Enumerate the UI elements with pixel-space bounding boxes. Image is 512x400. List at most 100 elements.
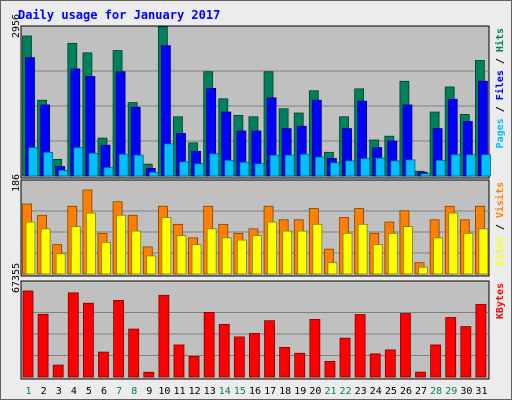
bar-sites-day-18 <box>282 230 293 275</box>
bar-pages-day-25 <box>390 160 401 177</box>
bar-pages-day-24 <box>375 157 386 177</box>
bar-pages-day-6 <box>103 167 114 177</box>
y-max-label: 186 <box>11 174 22 192</box>
bar-kbytes-day-16 <box>249 333 260 378</box>
x-tick-label: 7 <box>116 386 122 397</box>
bar-kbytes-day-10 <box>158 294 170 378</box>
bar-sites-day-13 <box>206 228 217 275</box>
legend-separator: / <box>495 218 506 236</box>
bar-pages-day-31 <box>481 154 491 177</box>
x-tick-label: 31 <box>475 386 487 397</box>
x-tick-label: 10 <box>158 386 170 397</box>
bar-kbytes-day-15 <box>233 336 245 378</box>
bar-sites-day-27 <box>418 266 428 275</box>
bar-kbytes-day-27 <box>415 371 426 378</box>
bar-pages-day-19 <box>299 153 310 177</box>
legend-files: Files <box>494 70 506 100</box>
x-tick-label: 29 <box>445 386 457 397</box>
x-tick-label: 11 <box>173 386 185 397</box>
bar-sites-day-23 <box>357 223 368 275</box>
legend-pages: Pages <box>495 118 506 148</box>
x-tick-label: 24 <box>370 386 382 397</box>
x-tick-label: 18 <box>279 386 291 397</box>
panel-2: 186 Sites / Visits <box>11 174 506 277</box>
bar-kbytes-day-21 <box>324 361 336 378</box>
bar-sites-day-28 <box>433 237 444 275</box>
bar-pages-day-11 <box>179 161 189 177</box>
bar-sites-day-1 <box>25 221 36 275</box>
bar-sites-day-21 <box>327 262 338 275</box>
bar-pages-day-9 <box>148 171 159 177</box>
x-tick-label: 22 <box>340 386 352 397</box>
bar-pages-day-14 <box>224 159 235 177</box>
x-tick-label: 14 <box>219 386 231 397</box>
bar-pages-day-22 <box>345 160 355 177</box>
x-tick-label: 9 <box>146 386 152 397</box>
bar-sites-day-15 <box>236 239 247 275</box>
y-max-label: 2956 <box>11 14 22 38</box>
bar-kbytes-day-22 <box>339 337 351 378</box>
bar-sites-day-30 <box>463 232 474 275</box>
x-tick-label: 25 <box>385 386 397 397</box>
panel-legend: Sites / Visits <box>494 182 506 266</box>
bar-sites-day-26 <box>403 226 413 275</box>
bar-pages-day-15 <box>239 161 250 177</box>
bar-sites-day-24 <box>372 244 383 275</box>
legend-separator: / <box>495 52 506 70</box>
x-tick-label: 2 <box>41 386 47 397</box>
bar-sites-day-31 <box>478 228 489 275</box>
panel-legend: KBytes <box>495 283 506 319</box>
bar-kbytes-day-24 <box>369 353 381 378</box>
bar-pages-day-5 <box>88 152 99 177</box>
bar-pages-day-27 <box>420 173 431 177</box>
bar-kbytes-day-9 <box>143 371 155 378</box>
legend-kbytes: KBytes <box>495 283 506 319</box>
bar-pages-day-13 <box>209 153 220 177</box>
chart-panels: 2956 Pages / Files / Hits 186 Sites / Visit… <box>11 14 506 380</box>
bar-pages-day-26 <box>405 159 416 177</box>
bar-kbytes-day-8 <box>128 328 140 378</box>
bar-pages-day-8 <box>133 154 144 177</box>
bar-pages-day-23 <box>360 158 371 177</box>
legend-visits: Visits <box>494 182 506 218</box>
bar-kbytes-day-18 <box>279 346 291 378</box>
panel-1: 2956 Pages / Files / Hits <box>11 14 506 179</box>
bar-kbytes-day-13 <box>203 311 215 378</box>
bar-kbytes-day-1 <box>22 290 34 378</box>
bar-kbytes-day-7 <box>113 299 124 378</box>
bar-sites-day-4 <box>70 226 81 275</box>
bar-kbytes-day-29 <box>445 317 457 378</box>
bar-pages-day-16 <box>254 163 265 177</box>
bar-kbytes-day-12 <box>188 356 200 378</box>
bar-sites-day-7 <box>116 214 126 275</box>
x-tick-label: 8 <box>131 386 137 397</box>
bar-kbytes-day-28 <box>430 344 442 378</box>
bar-pages-day-4 <box>73 147 84 177</box>
bar-pages-day-2 <box>43 151 53 177</box>
bar-sites-day-3 <box>55 253 66 275</box>
bar-pages-day-1 <box>28 147 38 177</box>
bar-kbytes-day-23 <box>354 314 366 378</box>
bar-kbytes-day-20 <box>309 319 321 378</box>
x-tick-label: 16 <box>249 386 261 397</box>
x-tick-label: 27 <box>415 386 427 397</box>
bar-pages-day-21 <box>330 162 340 177</box>
bar-kbytes-day-2 <box>37 313 49 378</box>
x-tick-label: 19 <box>294 386 306 397</box>
y-max-label: 67355 <box>11 263 22 293</box>
x-tick-label: 1 <box>26 386 32 397</box>
bar-kbytes-day-26 <box>400 313 411 378</box>
bar-sites-day-11 <box>176 235 187 275</box>
bar-sites-day-6 <box>101 241 111 275</box>
panel-legend: Pages / Files / Hits <box>494 28 506 148</box>
bar-sites-day-12 <box>191 244 202 275</box>
bar-kbytes-day-31 <box>475 303 487 378</box>
x-tick-label: 17 <box>264 386 276 397</box>
bar-kbytes-day-4 <box>67 292 79 378</box>
bar-pages-day-12 <box>194 163 204 177</box>
bar-sites-day-2 <box>40 228 51 275</box>
bar-pages-day-10 <box>163 143 174 177</box>
bar-sites-day-5 <box>85 212 96 275</box>
bar-sites-day-17 <box>267 221 277 275</box>
